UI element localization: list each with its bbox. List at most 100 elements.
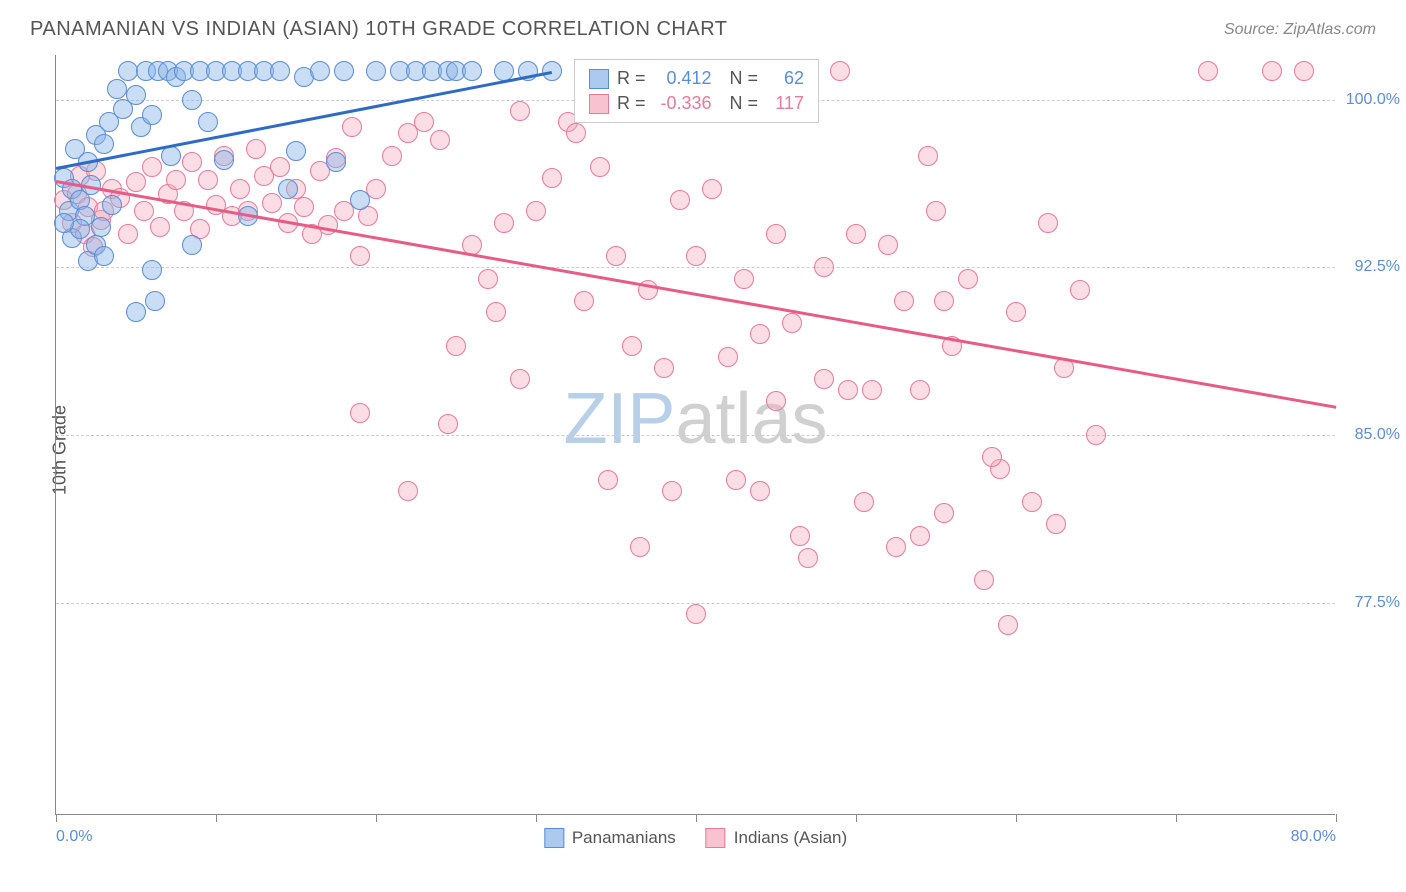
- scatter-point-blue: [278, 179, 298, 199]
- scatter-point-blue: [366, 61, 386, 81]
- scatter-point-pink: [350, 403, 370, 423]
- watermark-zip: ZIP: [563, 379, 675, 459]
- scatter-point-pink: [894, 291, 914, 311]
- x-tick: [536, 814, 537, 822]
- scatter-point-blue: [142, 105, 162, 125]
- y-tick-label: 85.0%: [1355, 426, 1400, 444]
- scatter-point-pink: [1006, 302, 1026, 322]
- scatter-point-pink: [630, 537, 650, 557]
- scatter-point-pink: [150, 217, 170, 237]
- scatter-point-pink: [198, 170, 218, 190]
- scatter-point-pink: [446, 336, 466, 356]
- scatter-point-pink: [430, 130, 450, 150]
- legend-r-value: -0.336: [654, 93, 712, 114]
- y-tick-label: 77.5%: [1355, 594, 1400, 612]
- x-tick: [1016, 814, 1017, 822]
- scatter-point-pink: [262, 193, 282, 213]
- scatter-point-pink: [750, 481, 770, 501]
- scatter-point-pink: [918, 146, 938, 166]
- scatter-point-pink: [1070, 280, 1090, 300]
- bottom-legend: Panamanians Indians (Asian): [544, 828, 847, 848]
- scatter-point-blue: [94, 134, 114, 154]
- scatter-point-pink: [814, 369, 834, 389]
- scatter-point-pink: [926, 201, 946, 221]
- scatter-point-pink: [838, 380, 858, 400]
- scatter-point-pink: [526, 201, 546, 221]
- scatter-point-pink: [726, 470, 746, 490]
- scatter-point-blue: [182, 235, 202, 255]
- scatter-point-blue: [94, 246, 114, 266]
- scatter-point-pink: [598, 470, 618, 490]
- legend-swatch: [589, 69, 609, 89]
- gridline-h: [56, 435, 1335, 436]
- scatter-point-pink: [438, 414, 458, 434]
- scatter-point-pink: [574, 291, 594, 311]
- scatter-point-pink: [1294, 61, 1314, 81]
- scatter-point-pink: [542, 168, 562, 188]
- legend-swatch: [706, 828, 726, 848]
- scatter-point-pink: [982, 447, 1002, 467]
- scatter-point-pink: [478, 269, 498, 289]
- x-tick: [856, 814, 857, 822]
- scatter-point-pink: [230, 179, 250, 199]
- scatter-point-pink: [182, 152, 202, 172]
- scatter-point-pink: [686, 246, 706, 266]
- x-tick-label: 0.0%: [56, 828, 92, 846]
- bottom-legend-label: Indians (Asian): [734, 828, 847, 848]
- legend-n-value: 62: [766, 68, 804, 89]
- scatter-point-pink: [606, 246, 626, 266]
- scatter-point-pink: [798, 548, 818, 568]
- scatter-point-blue: [462, 61, 482, 81]
- scatter-point-blue: [161, 146, 181, 166]
- scatter-point-pink: [998, 615, 1018, 635]
- scatter-point-pink: [878, 235, 898, 255]
- scatter-point-pink: [910, 380, 930, 400]
- legend-n-value: 117: [766, 93, 804, 114]
- legend-r-label: R =: [617, 68, 646, 89]
- legend-r-value: 0.412: [654, 68, 712, 89]
- source-attribution: Source: ZipAtlas.com: [1224, 21, 1376, 39]
- scatter-point-blue: [102, 195, 122, 215]
- x-tick: [1336, 814, 1337, 822]
- scatter-point-pink: [782, 313, 802, 333]
- legend-swatch: [589, 94, 609, 114]
- scatter-point-pink: [166, 170, 186, 190]
- stats-legend: R = 0.412 N = 62R = -0.336 N = 117: [574, 59, 819, 123]
- scatter-point-pink: [910, 526, 930, 546]
- scatter-point-blue: [310, 61, 330, 81]
- scatter-point-blue: [350, 190, 370, 210]
- chart-title: PANAMANIAN VS INDIAN (ASIAN) 10TH GRADE …: [30, 18, 728, 41]
- scatter-point-pink: [510, 101, 530, 121]
- scatter-point-pink: [790, 526, 810, 546]
- scatter-point-blue: [142, 260, 162, 280]
- scatter-point-pink: [1086, 425, 1106, 445]
- scatter-point-blue: [126, 302, 146, 322]
- scatter-point-pink: [1022, 492, 1042, 512]
- bottom-legend-item: Indians (Asian): [706, 828, 847, 848]
- scatter-point-pink: [974, 570, 994, 590]
- legend-r-label: R =: [617, 93, 646, 114]
- x-tick: [1176, 814, 1177, 822]
- legend-swatch: [544, 828, 564, 848]
- scatter-point-pink: [134, 201, 154, 221]
- scatter-point-blue: [286, 141, 306, 161]
- stats-legend-row: R = -0.336 N = 117: [589, 91, 804, 116]
- bottom-legend-item: Panamanians: [544, 828, 676, 848]
- chart-container: 10th Grade ZIPatlas 77.5%85.0%92.5%100.0…: [55, 55, 1375, 845]
- scatter-point-pink: [246, 139, 266, 159]
- watermark: ZIPatlas: [563, 378, 827, 460]
- scatter-point-pink: [854, 492, 874, 512]
- scatter-point-pink: [486, 302, 506, 322]
- y-tick-label: 92.5%: [1355, 258, 1400, 276]
- scatter-point-blue: [334, 61, 354, 81]
- scatter-point-pink: [1198, 61, 1218, 81]
- scatter-point-pink: [1046, 514, 1066, 534]
- scatter-point-pink: [814, 257, 834, 277]
- scatter-point-pink: [142, 157, 162, 177]
- scatter-point-pink: [766, 224, 786, 244]
- scatter-point-pink: [510, 369, 530, 389]
- scatter-point-blue: [107, 79, 127, 99]
- legend-n-label: N =: [720, 93, 759, 114]
- scatter-point-pink: [702, 179, 722, 199]
- scatter-point-blue: [126, 85, 146, 105]
